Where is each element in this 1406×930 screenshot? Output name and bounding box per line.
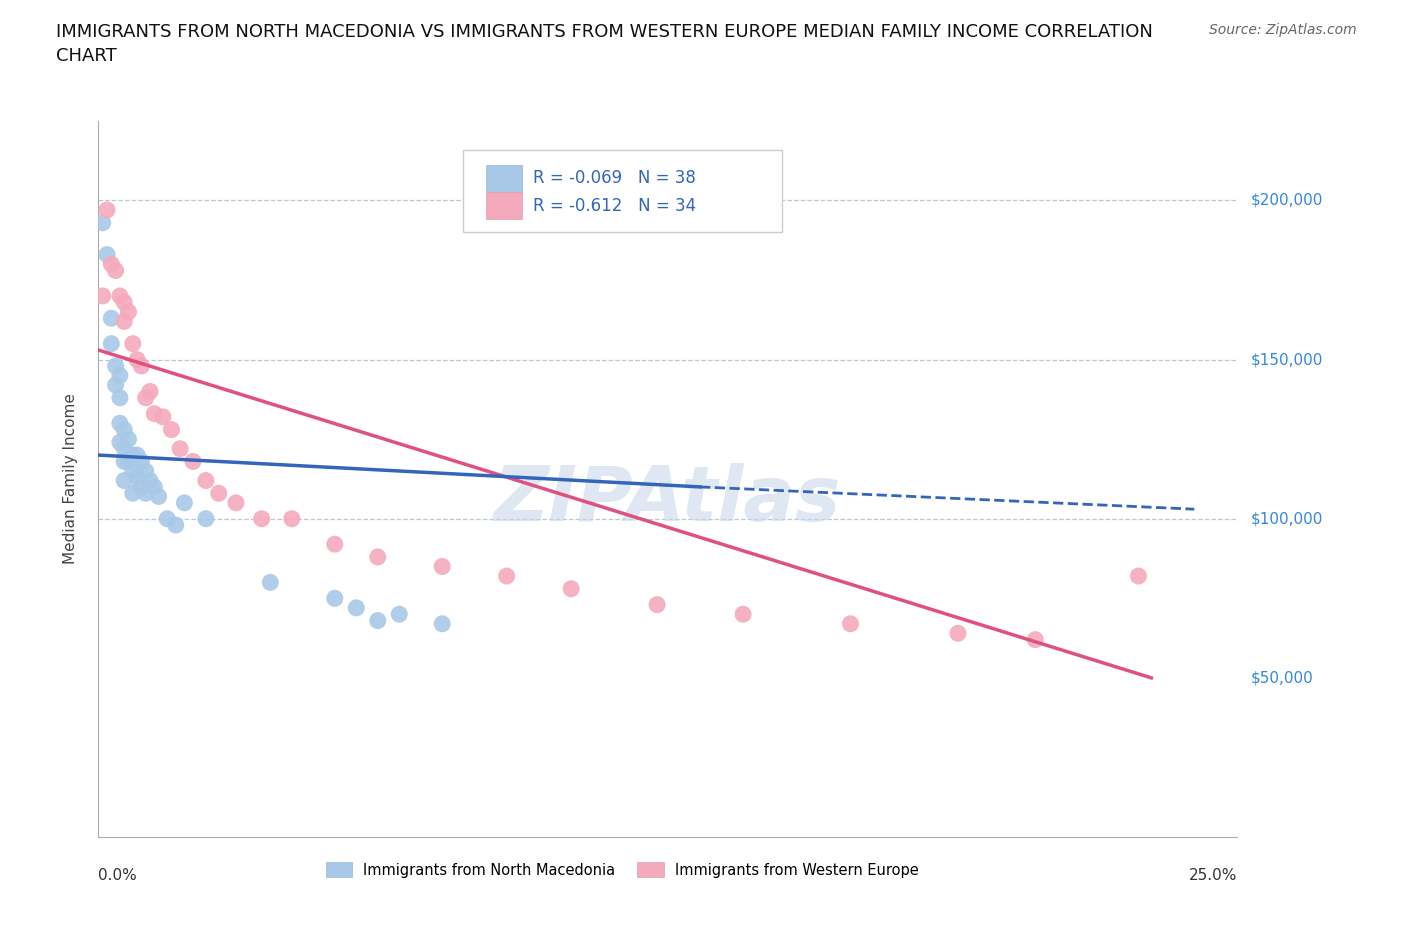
Point (104, 359, 127, 374)
Point (108, 391, 131, 405)
FancyBboxPatch shape (463, 150, 782, 232)
Point (117, 454, 139, 469)
Point (121, 337, 143, 352)
Point (135, 463, 157, 478)
Point (432, 559, 454, 574)
Point (108, 368, 131, 383)
Point (250, 512, 273, 526)
Point (323, 591, 346, 605)
Point (112, 314, 135, 329)
Text: $200,000: $200,000 (1251, 193, 1323, 208)
Point (112, 441, 135, 456)
Text: 0.0%: 0.0% (98, 868, 138, 883)
Text: R = -0.069   N = 38: R = -0.069 N = 38 (533, 169, 696, 188)
Point (135, 485, 157, 500)
Point (194, 473, 217, 488)
Point (131, 480, 153, 495)
Point (108, 416, 131, 431)
Point (160, 422, 183, 437)
Point (100, 257, 122, 272)
Text: IMMIGRANTS FROM NORTH MACEDONIA VS IMMIGRANTS FROM WESTERN EUROPE MEDIAN FAMILY : IMMIGRANTS FROM NORTH MACEDONIA VS IMMIG… (56, 23, 1153, 65)
Point (100, 311, 122, 325)
Point (323, 537, 346, 551)
Point (96, 203, 118, 218)
Point (104, 263, 127, 278)
Point (165, 518, 187, 533)
Point (148, 489, 170, 504)
Legend: Immigrants from North Macedonia, Immigrants from Western Europe: Immigrants from North Macedonia, Immigra… (319, 857, 925, 884)
Point (112, 422, 135, 437)
Point (121, 463, 143, 478)
Text: $100,000: $100,000 (1251, 512, 1323, 526)
Point (432, 617, 454, 631)
Point (388, 606, 411, 621)
Point (156, 512, 179, 526)
Point (367, 613, 389, 628)
Point (139, 473, 162, 488)
Point (91, 216, 114, 231)
Point (127, 470, 149, 485)
Point (181, 454, 204, 469)
Point (560, 581, 582, 596)
Point (139, 384, 162, 399)
Point (194, 512, 217, 526)
Point (259, 575, 281, 590)
Point (281, 512, 304, 526)
Point (143, 406, 166, 421)
Point (731, 606, 754, 621)
Point (121, 485, 143, 500)
Point (344, 601, 367, 616)
Point (91, 288, 114, 303)
Text: $50,000: $50,000 (1251, 671, 1315, 685)
Point (96, 247, 118, 262)
Point (127, 352, 149, 367)
Point (946, 626, 969, 641)
Point (108, 435, 131, 450)
Text: $150,000: $150,000 (1251, 352, 1323, 367)
FancyBboxPatch shape (485, 166, 522, 192)
Point (173, 496, 195, 511)
Point (135, 391, 157, 405)
Text: ZIPAtlas: ZIPAtlas (494, 463, 842, 538)
Point (839, 617, 862, 631)
Point (112, 473, 135, 488)
Text: 25.0%: 25.0% (1189, 868, 1237, 883)
FancyBboxPatch shape (485, 193, 522, 219)
Point (169, 441, 191, 456)
Point (143, 480, 166, 495)
Point (112, 454, 135, 469)
Point (225, 496, 247, 511)
Point (108, 288, 131, 303)
Text: R = -0.612   N = 34: R = -0.612 N = 34 (533, 196, 696, 215)
Point (104, 378, 127, 392)
Point (117, 432, 139, 446)
Point (152, 409, 174, 424)
Point (112, 295, 135, 310)
Point (121, 447, 143, 462)
Y-axis label: Median Family Income: Median Family Income (63, 393, 77, 565)
Point (645, 597, 668, 612)
Point (367, 550, 389, 565)
Point (1128, 568, 1150, 583)
Point (1024, 632, 1046, 647)
Text: Source: ZipAtlas.com: Source: ZipAtlas.com (1209, 23, 1357, 37)
Point (100, 337, 122, 352)
Point (117, 304, 139, 319)
Point (495, 568, 517, 583)
Point (131, 359, 153, 374)
Point (208, 485, 231, 500)
Point (127, 447, 149, 462)
Point (131, 454, 153, 469)
